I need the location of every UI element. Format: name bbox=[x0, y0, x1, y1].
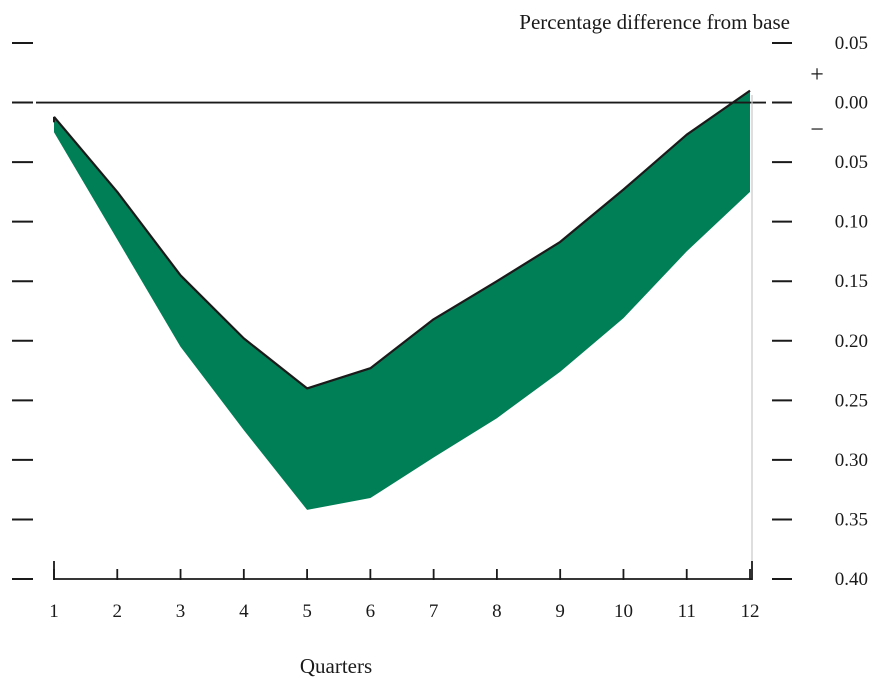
tick-layer: 0.05 0.00 0.05 0.10 0.15 0.20 0.25 0.30 0.35 0.40… bbox=[12, 33, 868, 622]
band-layer bbox=[53, 89, 751, 510]
y-tick-label: 0.15 bbox=[835, 271, 868, 292]
axis-layer bbox=[36, 95, 766, 580]
x-tick-label: 8 bbox=[492, 601, 502, 622]
y-tick-label: 0.25 bbox=[835, 390, 868, 411]
sign-minus-label: − bbox=[810, 117, 824, 143]
y-tick-label: 0.30 bbox=[835, 450, 868, 471]
y-tick-label: 0.05 bbox=[835, 33, 868, 54]
x-tick-label: 1 bbox=[49, 601, 59, 622]
x-tick-label: 10 bbox=[614, 601, 633, 622]
y-tick-label: 0.40 bbox=[835, 569, 868, 590]
sign-plus-label: + bbox=[810, 62, 824, 88]
x-tick-label: 6 bbox=[366, 601, 376, 622]
upper-series-line bbox=[53, 89, 751, 390]
x-tick-label: 11 bbox=[678, 601, 696, 622]
x-axis-title: Quarters bbox=[300, 654, 372, 678]
y-tick-label: 0.00 bbox=[835, 93, 868, 114]
y-tick-label: 0.20 bbox=[835, 331, 868, 352]
x-tick-label: 4 bbox=[239, 601, 249, 622]
y-tick-label: 0.35 bbox=[835, 509, 868, 530]
x-tick-label: 12 bbox=[741, 601, 760, 622]
x-tick-label: 3 bbox=[176, 601, 186, 622]
x-tick-label: 2 bbox=[113, 601, 123, 622]
x-tick-label: 5 bbox=[302, 601, 312, 622]
band-area bbox=[54, 90, 750, 510]
y-tick-label: 0.05 bbox=[835, 152, 868, 173]
y-tick-label: 0.10 bbox=[835, 212, 868, 233]
chart-title: Percentage difference from base bbox=[519, 10, 790, 34]
x-tick-label: 9 bbox=[555, 601, 565, 622]
x-tick-label: 7 bbox=[429, 601, 439, 622]
